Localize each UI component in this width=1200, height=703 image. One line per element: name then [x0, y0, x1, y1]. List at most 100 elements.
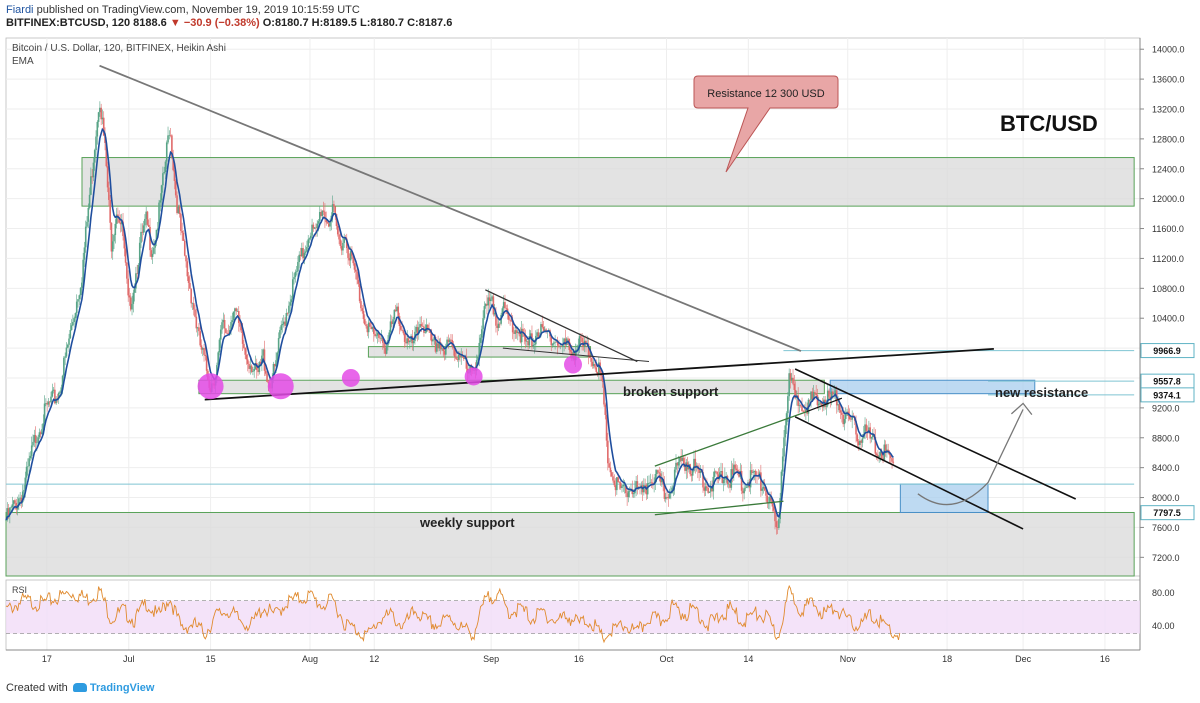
low-value: L:8180.7	[359, 17, 405, 29]
target-zone	[899, 483, 989, 513]
candle-body	[751, 470, 753, 473]
candle-body	[326, 222, 329, 224]
chart-area[interactable]: 7200.07600.08000.08400.08800.09200.09600…	[0, 34, 1200, 674]
candle-body	[225, 328, 227, 334]
candle-body	[320, 211, 322, 216]
callout-text: Resistance 12 300 USD	[707, 88, 824, 100]
candle-body	[78, 295, 81, 300]
candle-body	[313, 227, 316, 229]
price-label-text: 9557.8	[1153, 377, 1181, 387]
x-tick-label: Nov	[840, 654, 857, 664]
candle-body	[339, 239, 342, 247]
candle-body	[585, 340, 587, 344]
candle-body	[363, 319, 366, 325]
candle-body	[509, 319, 511, 321]
candle-body	[65, 347, 68, 357]
x-tick-label: 16	[1100, 654, 1110, 664]
time-axis[interactable]: 17 Jul 15 Aug 12 Sep 16 Oct 14 Nov 18 Dec 16	[6, 649, 1140, 664]
candle-body	[874, 436, 877, 454]
candle-body	[200, 345, 203, 350]
candle-body	[778, 519, 780, 528]
candle-body	[176, 195, 178, 214]
candle-body	[187, 276, 190, 283]
candle-body	[753, 470, 756, 473]
candle-body	[169, 135, 172, 136]
chart-svg[interactable]: 7200.07600.08000.08400.08800.09200.09600…	[0, 34, 1200, 674]
candle-body	[591, 361, 594, 366]
candle-body	[415, 326, 418, 332]
candle-body	[708, 491, 711, 493]
highlight-marker	[564, 355, 582, 374]
candle-body	[412, 341, 415, 344]
candle-body	[399, 326, 402, 330]
candle-body	[77, 299, 79, 302]
candle-body	[851, 416, 853, 420]
candle-body	[402, 330, 405, 334]
y-tick-label: 8000.0	[1152, 493, 1180, 503]
candle-body	[889, 455, 892, 459]
rsi-band	[6, 600, 1140, 634]
candle-body	[144, 218, 146, 226]
candle-body	[285, 313, 288, 326]
candle-body	[358, 283, 361, 302]
candle-body	[315, 227, 317, 229]
created-with-text: Created with	[6, 682, 68, 694]
candle-body	[763, 487, 766, 491]
candle-body	[30, 445, 33, 456]
candle-body	[66, 344, 69, 348]
candle-body	[416, 326, 419, 334]
candle-body	[456, 358, 459, 360]
candle-body	[376, 332, 379, 336]
candle-body	[544, 329, 546, 332]
candle-body	[159, 200, 162, 203]
candle-body	[322, 210, 325, 212]
price-change: −30.9 (−0.38%)	[183, 17, 260, 29]
candle-body	[794, 389, 797, 399]
candle-body	[619, 482, 622, 489]
candle-body	[43, 403, 46, 424]
candle-body	[551, 343, 554, 346]
candle-body	[155, 229, 158, 241]
candle-body	[432, 339, 434, 342]
rsi-line	[5, 584, 901, 644]
candle-body	[419, 324, 421, 328]
candle-body	[837, 404, 839, 406]
candle-body	[114, 223, 117, 236]
candle-body	[205, 355, 208, 371]
candle-body	[199, 331, 201, 346]
candle-body	[572, 352, 574, 359]
candle-body	[194, 309, 196, 317]
candle-body	[652, 482, 654, 485]
tradingview-brand[interactable]: TradingView	[89, 682, 155, 694]
candle-body	[761, 488, 763, 491]
candle-body	[183, 240, 186, 256]
candle-body	[477, 357, 479, 361]
candle-body	[289, 302, 292, 306]
mini-line	[806, 397, 843, 413]
candle-body	[510, 320, 513, 322]
candle-body	[21, 491, 24, 503]
candle-body	[232, 311, 235, 321]
author-link[interactable]: Fiardi	[6, 4, 34, 16]
candle-body	[385, 345, 388, 354]
candle-body	[88, 194, 91, 208]
candle-body	[729, 483, 731, 488]
candle-body	[527, 341, 529, 346]
candle-body	[740, 470, 743, 491]
candle-body	[253, 368, 255, 372]
candle-body	[142, 225, 145, 233]
broken-support-label: broken support	[623, 384, 719, 399]
x-tick-label: Oct	[660, 654, 675, 664]
candle-body	[513, 332, 515, 334]
candle-body	[713, 471, 716, 477]
price-axis[interactable]: 7200.07600.08000.08400.08800.09200.09600…	[1139, 38, 1195, 650]
candle-body	[681, 457, 684, 461]
candle-body	[657, 470, 659, 473]
candle-body	[542, 326, 545, 332]
candle-body	[554, 341, 556, 343]
resistance-callout: Resistance 12 300 USD	[693, 75, 839, 173]
candle-body	[384, 347, 387, 354]
candle-body	[120, 221, 123, 225]
candle-body	[198, 327, 200, 332]
candle-body	[502, 302, 505, 309]
